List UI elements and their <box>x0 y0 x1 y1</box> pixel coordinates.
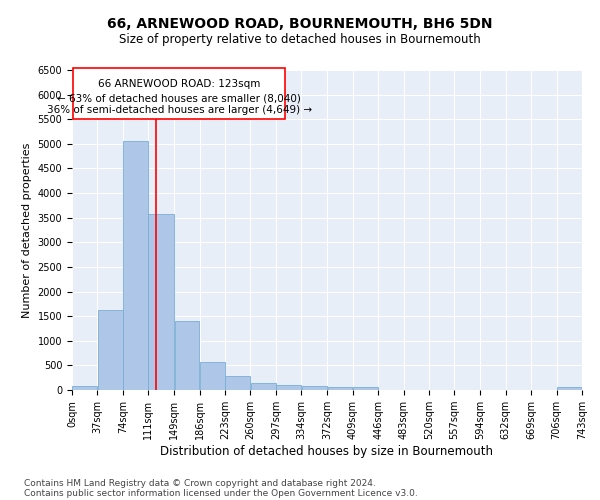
Bar <box>302 386 327 390</box>
Bar <box>123 142 148 390</box>
Text: 66, ARNEWOOD ROAD, BOURNEMOUTH, BH6 5DN: 66, ARNEWOOD ROAD, BOURNEMOUTH, BH6 5DN <box>107 18 493 32</box>
FancyBboxPatch shape <box>73 68 285 119</box>
Bar <box>98 310 122 390</box>
Text: Contains HM Land Registry data © Crown copyright and database right 2024.: Contains HM Land Registry data © Crown c… <box>24 478 376 488</box>
Bar <box>251 383 275 390</box>
Y-axis label: Number of detached properties: Number of detached properties <box>22 142 32 318</box>
Bar <box>72 386 97 390</box>
Bar <box>148 214 174 390</box>
Text: 66 ARNEWOOD ROAD: 123sqm: 66 ARNEWOOD ROAD: 123sqm <box>98 79 260 89</box>
Text: 36% of semi-detached houses are larger (4,649) →: 36% of semi-detached houses are larger (… <box>47 105 311 115</box>
Bar <box>353 388 378 390</box>
Text: Contains public sector information licensed under the Open Government Licence v3: Contains public sector information licen… <box>24 488 418 498</box>
Bar <box>226 376 250 390</box>
X-axis label: Distribution of detached houses by size in Bournemouth: Distribution of detached houses by size … <box>161 445 493 458</box>
Bar <box>557 388 582 390</box>
Bar <box>328 387 352 390</box>
Text: ← 63% of detached houses are smaller (8,040): ← 63% of detached houses are smaller (8,… <box>57 94 301 104</box>
Bar <box>175 321 199 390</box>
Text: Size of property relative to detached houses in Bournemouth: Size of property relative to detached ho… <box>119 32 481 46</box>
Bar <box>200 362 225 390</box>
Bar <box>276 385 301 390</box>
